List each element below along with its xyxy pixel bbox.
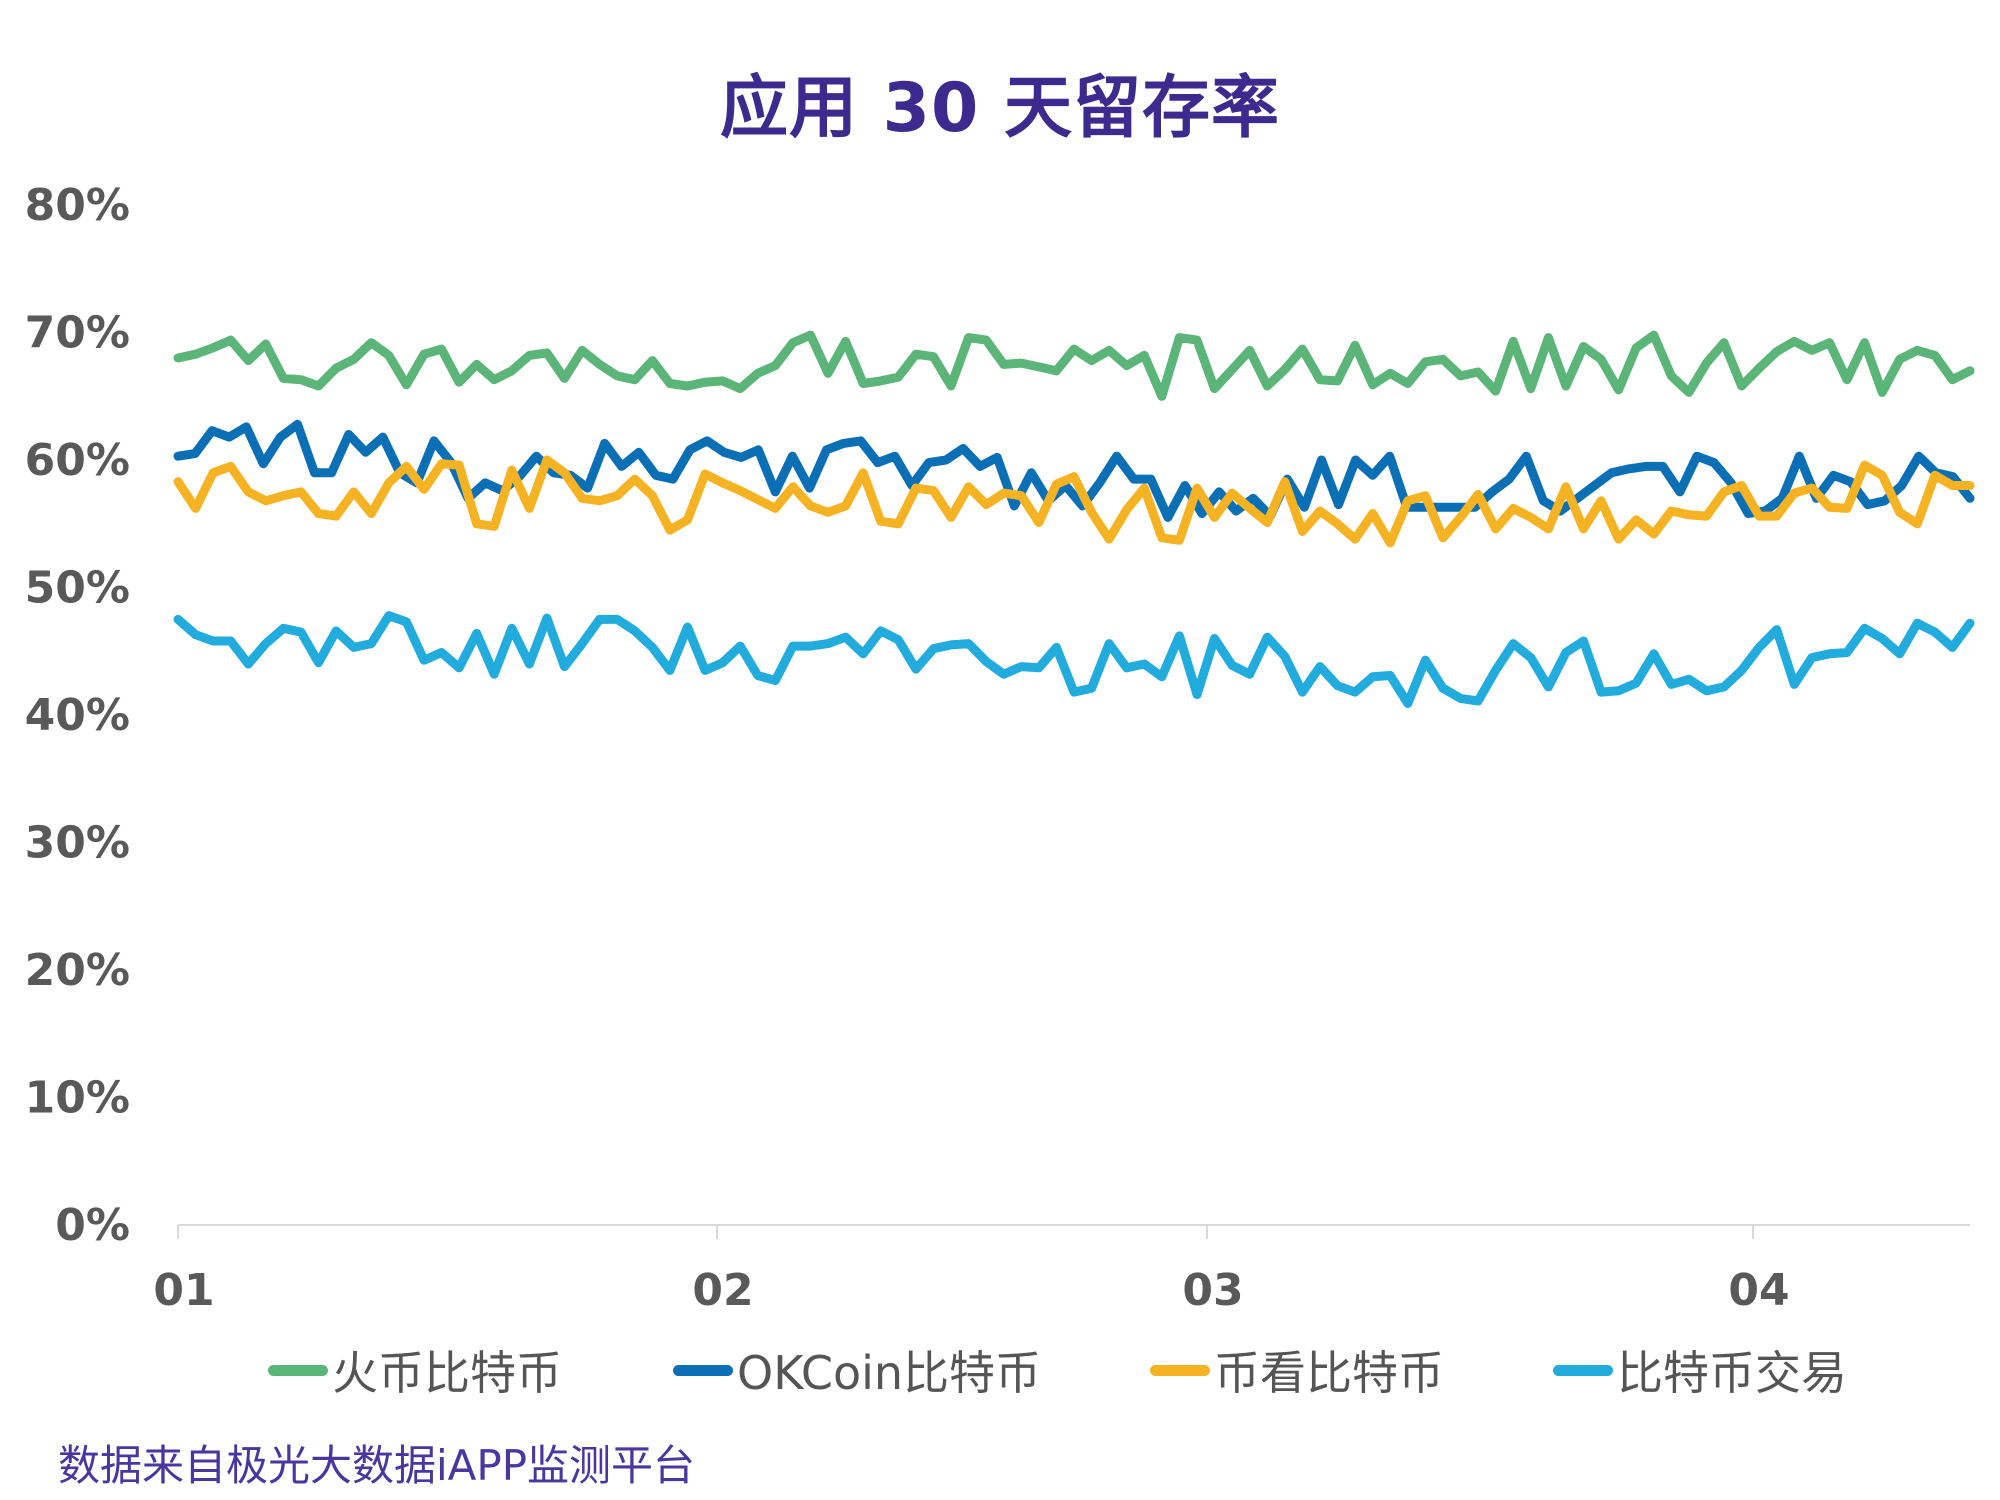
y-tick-label: 50% <box>25 563 130 614</box>
legend-swatch <box>673 1364 733 1376</box>
x-axis: 01 02 03 04 <box>153 1225 1790 1316</box>
y-tick-label: 70% <box>25 308 130 359</box>
legend-swatch <box>268 1364 328 1376</box>
legend: 火币比特币 OKCoin比特币 币看比特币 比特币交易 <box>0 1335 2000 1405</box>
legend-label: 币看比特币 <box>1214 1346 1444 1400</box>
legend-item: OKCoin比特币 <box>673 1335 1041 1405</box>
x-tick-label: 02 <box>692 1265 753 1316</box>
series-line-2 <box>173 419 1975 522</box>
legend-swatch <box>1553 1364 1613 1376</box>
legend-label: OKCoin比特币 <box>737 1346 1042 1400</box>
series-line-1 <box>173 330 1975 401</box>
legend-item: 火币比特币 <box>268 1335 562 1405</box>
legend-label: 火币比特币 <box>332 1346 562 1400</box>
y-tick-label: 20% <box>25 945 130 996</box>
series-line-3 <box>173 455 1975 548</box>
x-tick-label: 03 <box>1182 1265 1243 1316</box>
x-tick-label: 01 <box>153 1265 214 1316</box>
data-source-note: 数据来自极光大数据iAPP监测平台 <box>58 1441 696 1490</box>
y-tick-label: 30% <box>25 818 130 869</box>
chart-title: 应用 30 天留存率 <box>720 69 1280 148</box>
series-line-4 <box>173 611 1975 708</box>
legend-label: 比特币交易 <box>1617 1346 1847 1400</box>
legend-item: 币看比特币 <box>1150 1335 1444 1405</box>
y-axis: 0% 10% 20% 30% 40% 50% 60% 70% 80% <box>25 180 130 1251</box>
plot-area <box>173 330 1975 708</box>
y-tick-label: 60% <box>25 435 130 486</box>
y-tick-label: 0% <box>55 1200 130 1251</box>
y-tick-label: 10% <box>25 1073 130 1124</box>
legend-swatch <box>1150 1364 1210 1376</box>
legend-item: 比特币交易 <box>1553 1335 1847 1405</box>
y-tick-label: 80% <box>25 180 130 231</box>
y-tick-label: 40% <box>25 690 130 741</box>
x-tick-label: 04 <box>1728 1265 1789 1316</box>
